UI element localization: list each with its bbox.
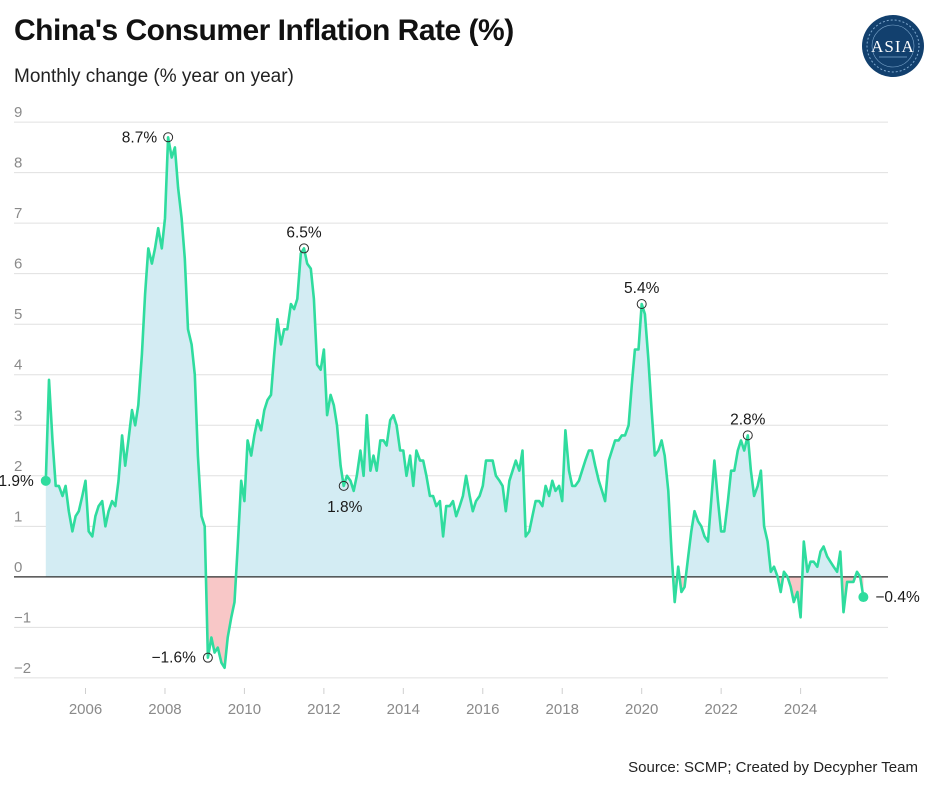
- peak-marker: [338, 480, 349, 491]
- area-negative: [841, 576, 856, 613]
- x-tick-label: 2018: [546, 701, 579, 718]
- y-tick-label: 9: [14, 104, 22, 121]
- x-tick-label: 2010: [228, 701, 261, 718]
- asia-logo-icon: ASIA: [862, 15, 924, 77]
- y-tick-label: 7: [14, 205, 22, 222]
- y-tick-label: −2: [14, 660, 31, 677]
- annotation-label: 6.5%: [286, 224, 322, 241]
- x-tick-label: 2022: [704, 701, 737, 718]
- peak-marker: [742, 430, 753, 441]
- x-tick-label: 2006: [69, 701, 102, 718]
- x-tick-label: 2016: [466, 701, 499, 718]
- peak-marker: [202, 652, 213, 663]
- peak-marker: [163, 132, 174, 143]
- chart-subtitle: Monthly change (% year on year): [14, 66, 294, 87]
- area-positive: [235, 248, 674, 577]
- peak-marker: [299, 243, 310, 254]
- annotation-label: 8.7%: [122, 129, 158, 146]
- x-axis-ticks: 2006 2008 2010 2012 2014 2016 2018 2020 2022 2024: [69, 688, 817, 718]
- x-tick-label: 2014: [387, 701, 420, 718]
- annotation-label: 2.8%: [730, 411, 766, 428]
- annotations: 1.9% 8.7% −1.6% 6.5% 1.8% 5.4% 2.8% −0.4%: [0, 129, 920, 666]
- logo-text: ASIA: [871, 37, 915, 56]
- area-positive: [45, 137, 206, 577]
- y-tick-label: 4: [14, 357, 22, 374]
- annotation-label: 1.9%: [0, 473, 34, 490]
- source-note: Source: SCMP; Created by Decypher Team: [628, 759, 918, 776]
- area-positive: [802, 541, 842, 577]
- endpoint-marker: [40, 475, 51, 486]
- series-line: [44, 136, 865, 670]
- annotation-label: −0.4%: [875, 589, 920, 606]
- y-tick-label: 3: [14, 407, 22, 424]
- series-line-path: [44, 136, 865, 670]
- y-tick-label: −1: [14, 609, 31, 626]
- y-tick-label: 8: [14, 155, 22, 172]
- y-tick-label: 1: [14, 508, 22, 525]
- endpoint-marker: [858, 592, 869, 603]
- annotation-label: 5.4%: [624, 280, 660, 297]
- peak-marker: [636, 299, 647, 309]
- annotation-label: −1.6%: [151, 650, 196, 667]
- y-tick-label: 0: [14, 559, 22, 576]
- chart-title: China's Consumer Inflation Rate (%): [14, 14, 514, 47]
- y-tick-label: 6: [14, 256, 22, 273]
- annotation-label: 1.8%: [327, 499, 363, 516]
- x-tick-label: 2020: [625, 701, 658, 718]
- y-axis-ticks: −2 −1 0 1 2 3 4 5 6 7 8 9: [14, 104, 31, 677]
- y-tick-label: 5: [14, 306, 22, 323]
- x-tick-label: 2024: [784, 701, 817, 718]
- y-tick-label: 2: [14, 458, 22, 475]
- area-fills: [45, 137, 864, 668]
- x-tick-label: 2008: [148, 701, 181, 718]
- x-tick-label: 2012: [307, 701, 340, 718]
